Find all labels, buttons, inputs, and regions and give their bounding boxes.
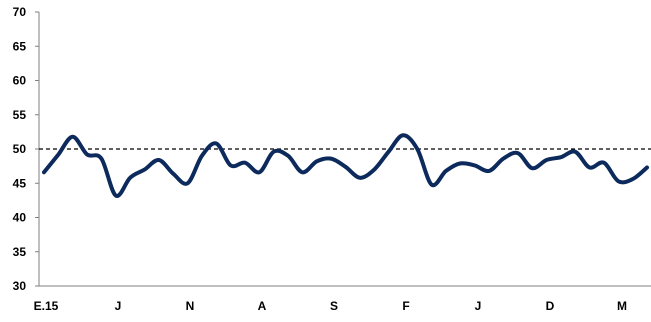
x-tick-label: M bbox=[617, 299, 627, 313]
y-tick-label: 60 bbox=[13, 74, 27, 88]
y-tick-label: 35 bbox=[13, 245, 27, 259]
y-tick-label: 55 bbox=[13, 108, 27, 122]
x-tick-label: S bbox=[330, 299, 338, 313]
x-tick-label: N bbox=[186, 299, 195, 313]
y-tick-label: 70 bbox=[13, 5, 27, 19]
x-tick-label: F bbox=[402, 299, 409, 313]
y-axis-ticks: 30 35 40 45 50 55 60 65 70 bbox=[13, 5, 39, 293]
y-tick-label: 30 bbox=[13, 279, 27, 293]
x-tick-label: D bbox=[546, 299, 555, 313]
series-line bbox=[42, 133, 649, 198]
x-tick-label: J bbox=[115, 299, 122, 313]
x-tick-label: A bbox=[258, 299, 267, 313]
y-tick-label: 65 bbox=[13, 39, 27, 53]
x-tick-label: J bbox=[475, 299, 482, 313]
y-tick-label: 40 bbox=[13, 211, 27, 225]
x-tick-label: E.15 bbox=[34, 299, 59, 313]
y-tick-label: 45 bbox=[13, 176, 27, 190]
y-tick-label: 50 bbox=[13, 142, 27, 156]
x-axis-ticks: E.15 J N A S F J D M bbox=[34, 299, 627, 313]
series-layer bbox=[42, 133, 649, 198]
